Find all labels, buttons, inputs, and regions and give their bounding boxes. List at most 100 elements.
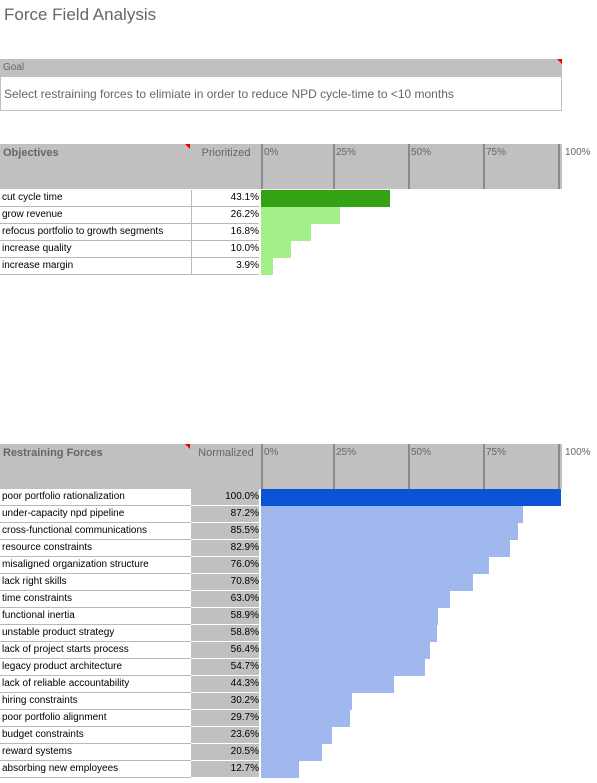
objective-label: increase margin	[0, 258, 192, 275]
comment-indicator-icon[interactable]	[185, 444, 190, 449]
tick-label-25: 25%	[336, 147, 357, 158]
objective-bar	[261, 258, 273, 275]
objective-value: 10.0%	[191, 241, 259, 258]
tick-label-0: 0%	[264, 147, 279, 158]
normalized-column-header: Normalized	[198, 447, 254, 459]
restraining-force-row[interactable]: absorbing new employees 12.7%	[0, 761, 562, 778]
restraining-force-bar	[261, 693, 352, 710]
restraining-force-bar	[261, 506, 523, 523]
restraining-force-row[interactable]: legacy product architecture 54.7%	[0, 659, 562, 676]
tick-label-75: 75%	[486, 147, 507, 158]
restraining-force-row[interactable]: misaligned organization structure 76.0%	[0, 557, 562, 574]
restraining-force-label: cross-functional communications	[0, 523, 192, 540]
restraining-force-value: 20.5%	[191, 744, 259, 761]
scale-tick	[558, 444, 560, 489]
restraining-force-row[interactable]: budget constraints 23.6%	[0, 727, 562, 744]
tick-label-50: 50%	[411, 147, 432, 158]
restraining-force-value: 30.2%	[191, 693, 259, 710]
scale-tick	[261, 444, 263, 489]
restraining-force-row[interactable]: under-capacity npd pipeline 87.2%	[0, 506, 562, 523]
tick-label-0: 0%	[264, 447, 279, 458]
objective-row[interactable]: cut cycle time 43.1%	[0, 190, 562, 207]
restraining-force-label: poor portfolio alignment	[0, 710, 192, 727]
objective-value: 3.9%	[191, 258, 259, 275]
restraining-force-row[interactable]: functional inertia 58.9%	[0, 608, 562, 625]
restraining-force-value: 87.2%	[191, 506, 259, 523]
comment-indicator-icon[interactable]	[185, 144, 190, 149]
restraining-force-row[interactable]: reward systems 20.5%	[0, 744, 562, 761]
restraining-force-bar	[261, 710, 350, 727]
objective-label: refocus portfolio to growth segments	[0, 224, 192, 241]
restraining-force-row[interactable]: poor portfolio rationalization 100.0%	[0, 489, 562, 506]
restraining-force-label: misaligned organization structure	[0, 557, 192, 574]
scale-tick	[408, 444, 410, 489]
restraining-force-bar	[261, 608, 438, 625]
restraining-force-bar	[261, 523, 518, 540]
restraining-force-row[interactable]: lack right skills 70.8%	[0, 574, 562, 591]
objective-row[interactable]: refocus portfolio to growth segments 16.8…	[0, 224, 562, 241]
goal-field[interactable]: Select restraining forces to elimiate in…	[0, 77, 562, 111]
tick-label-100: 100%	[565, 447, 591, 458]
restraining-force-label: absorbing new employees	[0, 761, 192, 778]
scale-tick	[408, 144, 410, 189]
objective-value: 43.1%	[191, 190, 259, 207]
restraining-force-label: poor portfolio rationalization	[0, 489, 192, 506]
scale-tick	[483, 444, 485, 489]
restraining-header: Restraining Forces Normalized 0% 25% 50%…	[0, 444, 562, 489]
restraining-force-bar	[261, 659, 425, 676]
restraining-force-bar	[261, 727, 332, 744]
restraining-force-row[interactable]: unstable product strategy 58.8%	[0, 625, 562, 642]
objective-bar	[261, 241, 291, 258]
restraining-force-label: resource constraints	[0, 540, 192, 557]
goal-text: Select restraining forces to elimiate in…	[4, 87, 454, 101]
restraining-force-value: 63.0%	[191, 591, 259, 608]
objective-row[interactable]: increase margin 3.9%	[0, 258, 562, 275]
restraining-force-bar	[261, 744, 322, 761]
comment-indicator-icon[interactable]	[557, 59, 562, 64]
restraining-force-row[interactable]: hiring constraints 30.2%	[0, 693, 562, 710]
restraining-force-bar	[261, 489, 561, 506]
objectives-header: Objectives Prioritized 0% 25% 50% 75%	[0, 144, 562, 189]
objectives-title: Objectives	[3, 147, 59, 159]
restraining-force-label: lack right skills	[0, 574, 192, 591]
goal-label: Goal	[3, 62, 25, 73]
restraining-force-value: 44.3%	[191, 676, 259, 693]
restraining-force-value: 29.7%	[191, 710, 259, 727]
restraining-title: Restraining Forces	[3, 447, 103, 459]
objective-bar	[261, 207, 340, 224]
scale-tick	[261, 144, 263, 189]
restraining-force-bar	[261, 540, 510, 557]
restraining-force-row[interactable]: poor portfolio alignment 29.7%	[0, 710, 562, 727]
restraining-force-row[interactable]: lack of reliable accountability 44.3%	[0, 676, 562, 693]
restraining-force-value: 70.8%	[191, 574, 259, 591]
scale-tick	[483, 144, 485, 189]
restraining-force-value: 76.0%	[191, 557, 259, 574]
scale-tick	[333, 144, 335, 189]
restraining-force-label: legacy product architecture	[0, 659, 192, 676]
restraining-force-label: lack of project starts process	[0, 642, 192, 659]
restraining-force-bar	[261, 591, 450, 608]
restraining-force-label: functional inertia	[0, 608, 192, 625]
tick-label-100: 100%	[565, 147, 591, 158]
restraining-force-value: 58.9%	[191, 608, 259, 625]
objective-value: 26.2%	[191, 207, 259, 224]
restraining-force-row[interactable]: resource constraints 82.9%	[0, 540, 562, 557]
restraining-force-value: 23.6%	[191, 727, 259, 744]
objective-row[interactable]: grow revenue 26.2%	[0, 207, 562, 224]
restraining-force-value: 58.8%	[191, 625, 259, 642]
restraining-force-label: hiring constraints	[0, 693, 192, 710]
objective-label: grow revenue	[0, 207, 192, 224]
objective-row[interactable]: increase quality 10.0%	[0, 241, 562, 258]
restraining-force-row[interactable]: cross-functional communications 85.5%	[0, 523, 562, 540]
restraining-force-bar	[261, 676, 394, 693]
restraining-force-label: budget constraints	[0, 727, 192, 744]
restraining-force-bar	[261, 625, 437, 642]
restraining-force-value: 100.0%	[191, 489, 259, 506]
restraining-force-value: 85.5%	[191, 523, 259, 540]
restraining-force-label: time constraints	[0, 591, 192, 608]
restraining-force-row[interactable]: lack of project starts process 56.4%	[0, 642, 562, 659]
restraining-force-value: 56.4%	[191, 642, 259, 659]
restraining-force-value: 82.9%	[191, 540, 259, 557]
tick-label-75: 75%	[486, 447, 507, 458]
restraining-force-row[interactable]: time constraints 63.0%	[0, 591, 562, 608]
